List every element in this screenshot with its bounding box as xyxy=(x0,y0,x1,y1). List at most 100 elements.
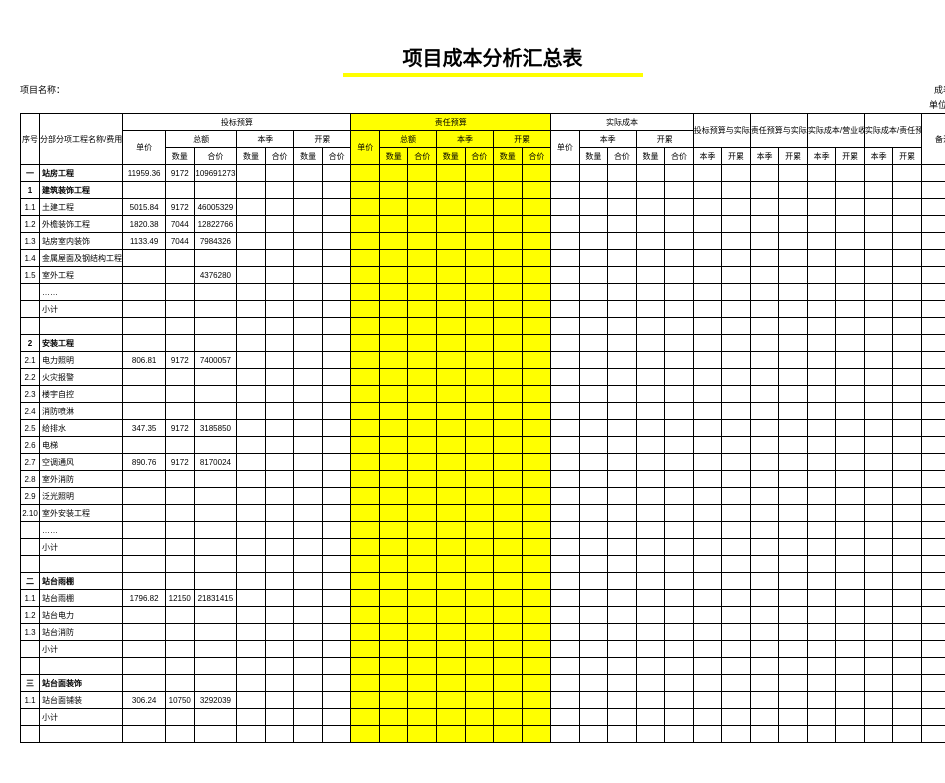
cell xyxy=(522,522,551,539)
cell xyxy=(636,335,665,352)
cell xyxy=(123,318,166,335)
cell xyxy=(166,641,195,658)
cell xyxy=(608,590,637,607)
cell xyxy=(494,284,523,301)
cell xyxy=(551,675,580,692)
table-row: 小计 xyxy=(21,539,945,556)
cell xyxy=(779,182,808,199)
cell xyxy=(579,488,608,505)
cell xyxy=(864,437,893,454)
cell xyxy=(893,267,922,284)
cell xyxy=(265,233,294,250)
cell xyxy=(608,250,637,267)
cell xyxy=(265,692,294,709)
cell xyxy=(522,182,551,199)
cell xyxy=(693,352,722,369)
cell xyxy=(166,182,195,199)
cell xyxy=(322,437,351,454)
cell xyxy=(408,658,437,675)
cell xyxy=(237,556,266,573)
cell-remark xyxy=(921,726,945,743)
cell xyxy=(123,709,166,726)
cell xyxy=(522,250,551,267)
table-row: 2安装工程 xyxy=(21,335,945,352)
cell xyxy=(166,709,195,726)
cell: 806.81 xyxy=(123,352,166,369)
h: 单价 xyxy=(123,131,166,165)
cell xyxy=(893,522,922,539)
cell xyxy=(636,658,665,675)
cell xyxy=(437,573,466,590)
cell xyxy=(408,624,437,641)
cell-idx: 2.8 xyxy=(21,471,40,488)
cell xyxy=(123,335,166,352)
cell xyxy=(465,522,494,539)
cell xyxy=(494,454,523,471)
cell xyxy=(836,624,865,641)
h-seq: 序号 xyxy=(21,114,40,165)
cell xyxy=(693,301,722,318)
cell xyxy=(437,692,466,709)
cell xyxy=(494,471,523,488)
cell xyxy=(836,471,865,488)
cell xyxy=(551,318,580,335)
table-row: 1建筑装饰工程 xyxy=(21,182,945,199)
cell xyxy=(408,573,437,590)
cell xyxy=(722,573,751,590)
cell xyxy=(608,675,637,692)
cell xyxy=(194,641,237,658)
cell xyxy=(722,182,751,199)
cell xyxy=(579,675,608,692)
cell xyxy=(265,675,294,692)
cell xyxy=(379,709,408,726)
cell-name xyxy=(40,726,123,743)
cell xyxy=(608,658,637,675)
h: 开累 xyxy=(893,148,922,165)
cell xyxy=(608,284,637,301)
cell xyxy=(465,386,494,403)
table-row: 1.4金属屋面及钢结构工程 xyxy=(21,250,945,267)
cell xyxy=(665,199,694,216)
cell xyxy=(750,301,779,318)
cell xyxy=(779,420,808,437)
h: 合价 xyxy=(522,148,551,165)
cell xyxy=(379,675,408,692)
cell xyxy=(437,709,466,726)
cell xyxy=(807,624,836,641)
cell xyxy=(379,505,408,522)
cell xyxy=(665,641,694,658)
cell-remark xyxy=(921,454,945,471)
h: 数量 xyxy=(379,148,408,165)
cell xyxy=(579,556,608,573)
cell xyxy=(693,471,722,488)
cell xyxy=(665,658,694,675)
cell xyxy=(893,573,922,590)
cell-idx: 2.6 xyxy=(21,437,40,454)
cell xyxy=(608,267,637,284)
cell: 3292039 xyxy=(194,692,237,709)
cell xyxy=(579,471,608,488)
cell xyxy=(123,658,166,675)
cell xyxy=(836,658,865,675)
cell xyxy=(608,335,637,352)
cell xyxy=(779,641,808,658)
table-row: 小计 xyxy=(21,641,945,658)
cell xyxy=(265,165,294,182)
cell xyxy=(465,233,494,250)
cell xyxy=(437,165,466,182)
cell xyxy=(864,182,893,199)
cell xyxy=(864,301,893,318)
cell xyxy=(437,471,466,488)
cell xyxy=(265,607,294,624)
cell xyxy=(408,505,437,522)
cell xyxy=(750,505,779,522)
cell xyxy=(779,216,808,233)
cell-remark xyxy=(921,250,945,267)
cell-idx: 1.2 xyxy=(21,216,40,233)
cell xyxy=(408,250,437,267)
cell-remark xyxy=(921,471,945,488)
cell xyxy=(522,641,551,658)
cell xyxy=(237,692,266,709)
cell xyxy=(636,675,665,692)
cell xyxy=(836,437,865,454)
